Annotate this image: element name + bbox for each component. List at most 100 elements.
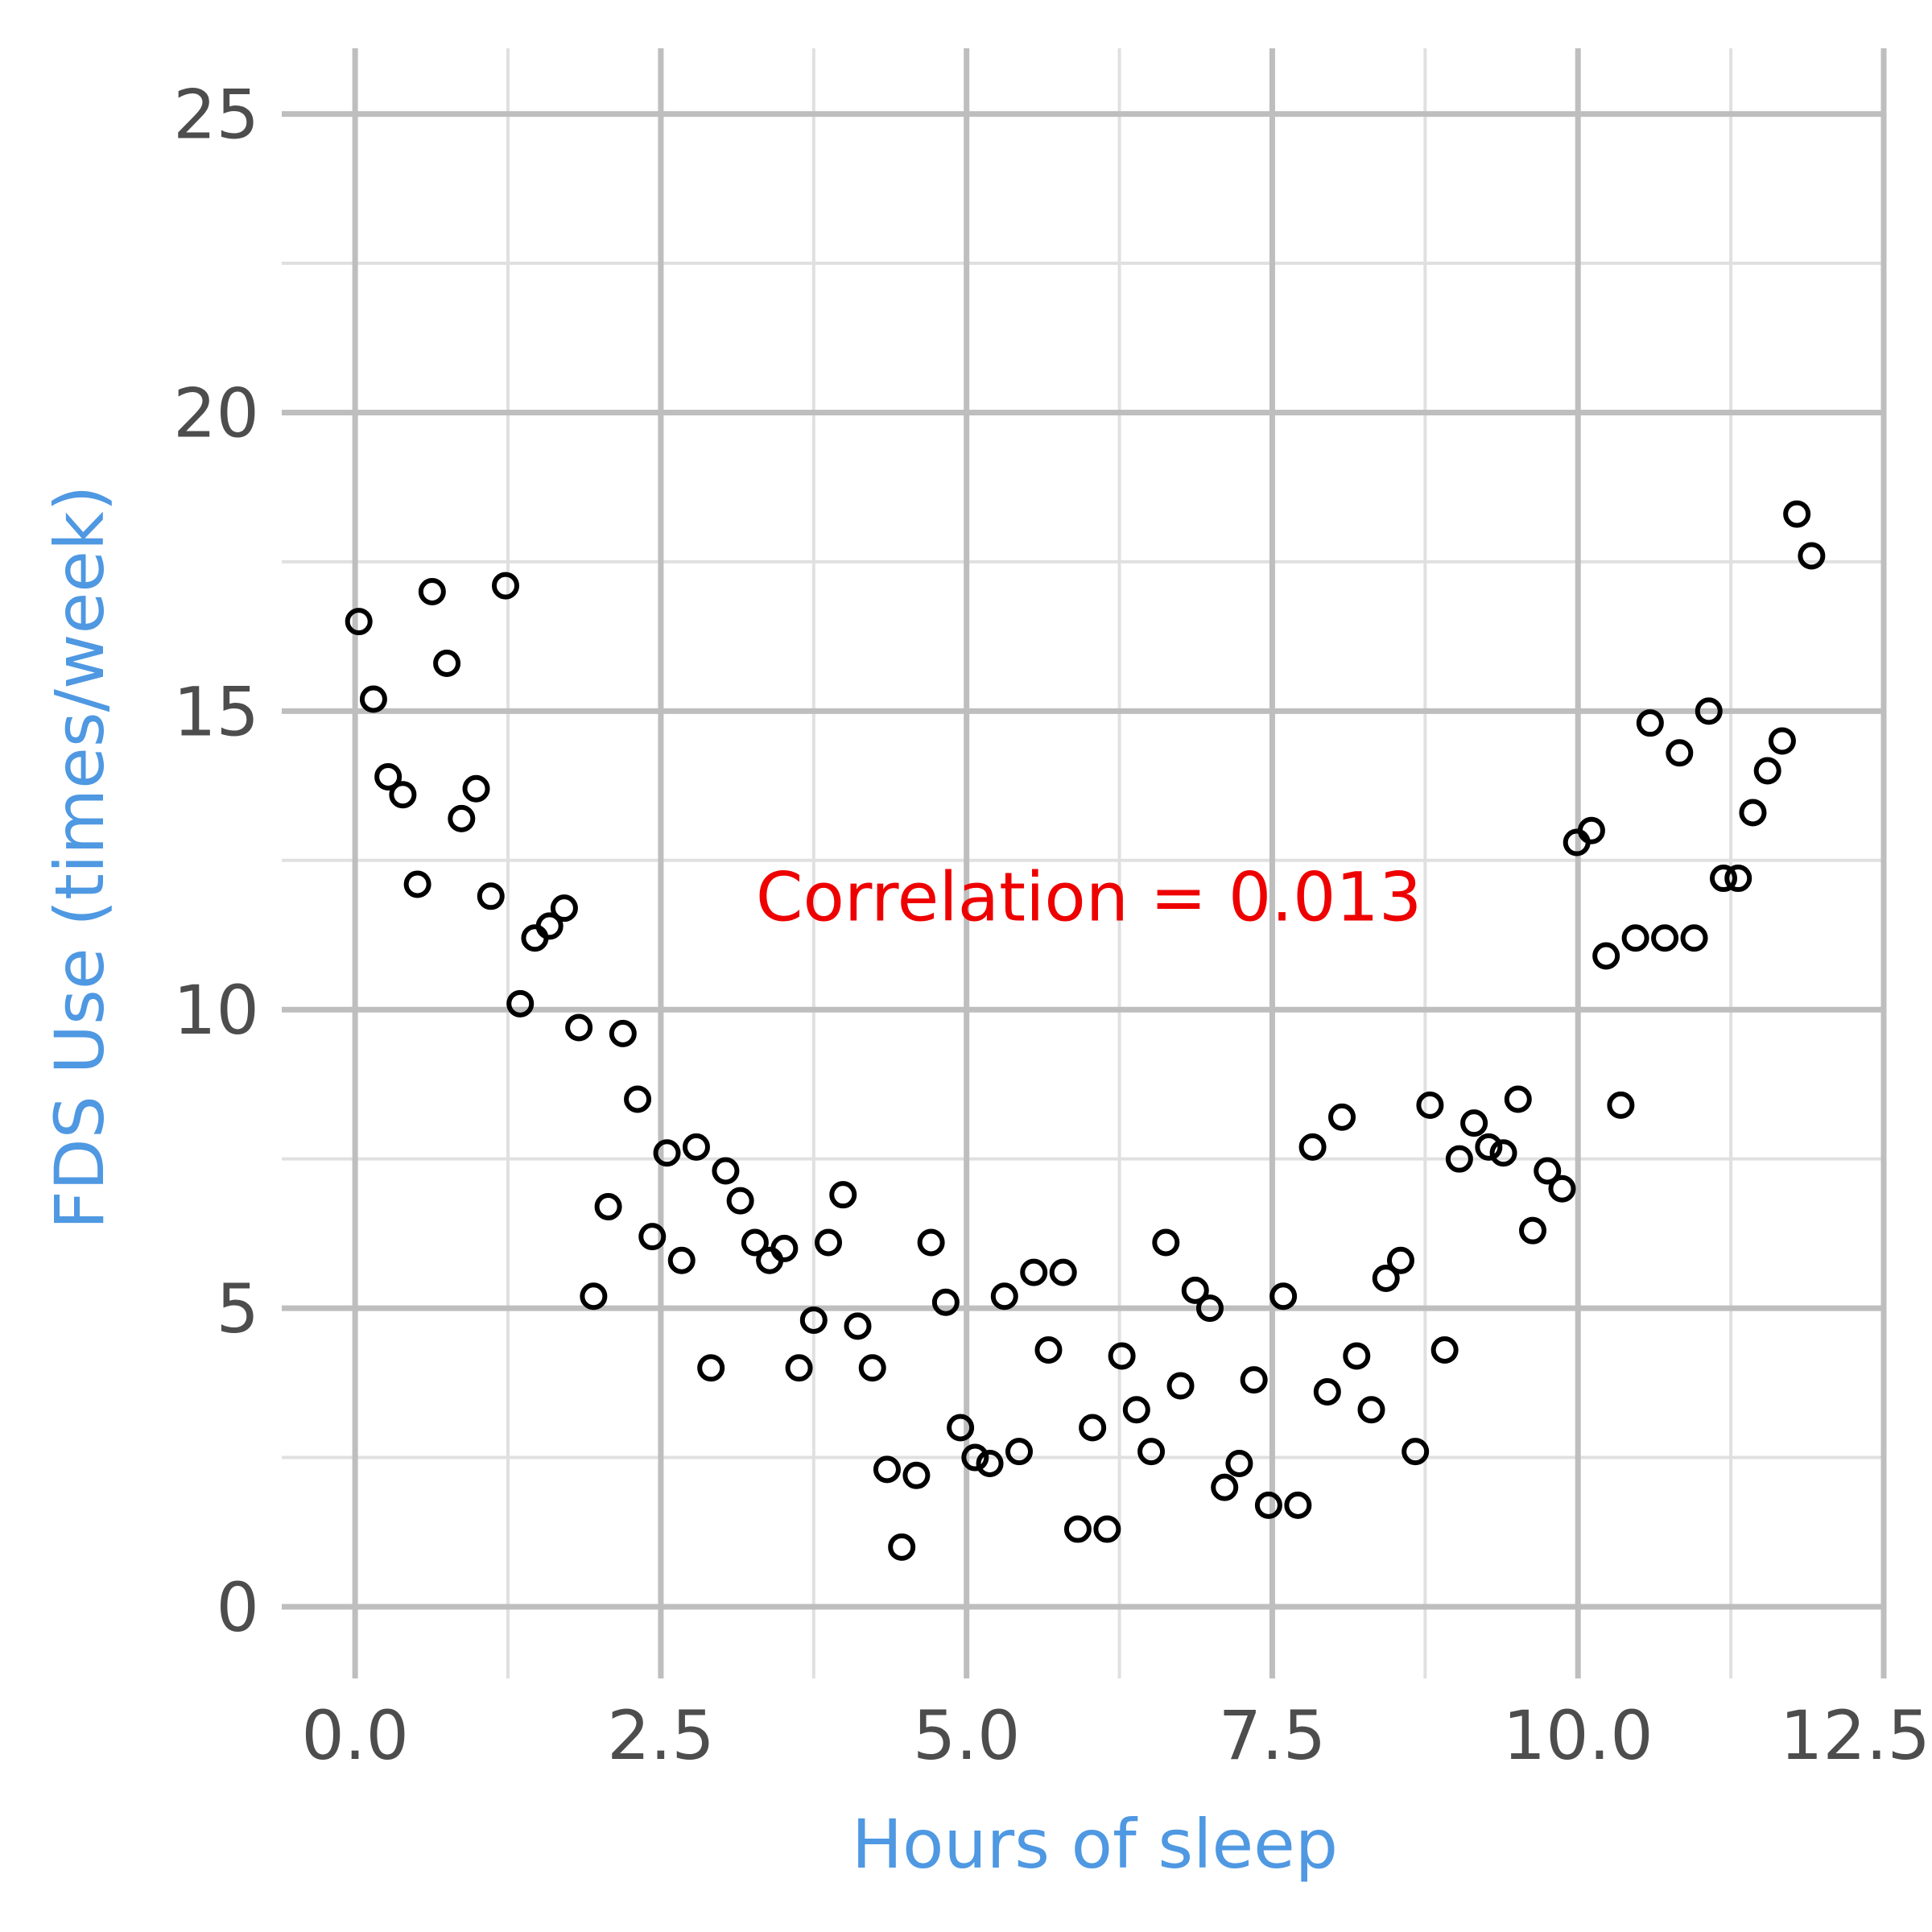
y-tick-label: 10 <box>173 971 259 1050</box>
data-point <box>1666 739 1694 767</box>
data-point <box>1519 1216 1547 1245</box>
data-point <box>389 781 417 809</box>
data-point <box>1020 1258 1048 1286</box>
data-point <box>359 685 387 713</box>
y-tick-label: 25 <box>173 76 259 155</box>
data-point <box>1211 1473 1239 1501</box>
data-point <box>1313 1377 1341 1406</box>
data-point <box>1768 727 1796 755</box>
data-point <box>594 1193 622 1221</box>
data-point <box>902 1461 931 1489</box>
data-point <box>1195 1294 1224 1323</box>
data-point <box>976 1449 1004 1477</box>
data-point <box>990 1282 1018 1311</box>
y-tick-label: 0 <box>217 1568 259 1647</box>
data-point <box>799 1306 828 1334</box>
data-point <box>961 1443 989 1472</box>
data-point <box>1402 1438 1430 1466</box>
x-axis-title: Hours of sleep <box>852 1805 1338 1884</box>
data-point <box>653 1139 681 1167</box>
data-point <box>1445 1145 1473 1173</box>
x-axis-tick-labels: 0.0 2.5 5.0 7.5 10.0 12.5 <box>301 1696 1930 1775</box>
data-point <box>1240 1366 1268 1394</box>
data-point <box>931 1288 960 1316</box>
data-point <box>815 1228 843 1257</box>
data-point <box>609 1019 637 1047</box>
data-point <box>1284 1491 1312 1519</box>
data-point <box>1108 1342 1136 1370</box>
data-point <box>448 804 476 832</box>
data-point <box>1357 1396 1385 1424</box>
data-point <box>1798 542 1826 570</box>
data-point <box>1753 757 1781 785</box>
data-point <box>888 1533 916 1561</box>
data-point <box>1225 1449 1253 1477</box>
data-point <box>1181 1276 1209 1304</box>
data-point <box>1739 799 1767 827</box>
x-tick-label: 10.0 <box>1503 1696 1653 1775</box>
x-tick-label: 12.5 <box>1780 1696 1930 1775</box>
data-point <box>550 894 578 923</box>
data-point <box>1386 1246 1414 1274</box>
data-point <box>638 1223 667 1251</box>
data-point <box>1504 1085 1532 1113</box>
data-point <box>477 882 505 910</box>
data-point <box>624 1085 652 1113</box>
data-point <box>403 870 431 898</box>
data-point <box>682 1133 710 1161</box>
data-point <box>1372 1265 1400 1293</box>
data-point <box>433 650 461 678</box>
data-point <box>1724 865 1752 893</box>
y-tick-label: 5 <box>217 1269 259 1348</box>
data-point <box>712 1157 740 1185</box>
data-point <box>1416 1091 1444 1119</box>
data-point <box>345 608 373 636</box>
data-point <box>1137 1438 1166 1466</box>
x-tick-label: 7.5 <box>1219 1696 1327 1775</box>
data-point <box>770 1234 799 1262</box>
data-point <box>1475 1133 1503 1161</box>
data-point <box>741 1228 769 1257</box>
data-point <box>785 1354 813 1382</box>
y-axis-tick-labels: 0 5 10 15 20 25 <box>173 76 259 1647</box>
data-point <box>1548 1174 1576 1203</box>
data-point <box>1093 1515 1121 1543</box>
data-point <box>697 1354 725 1382</box>
data-point <box>829 1181 857 1209</box>
data-point <box>1269 1282 1298 1311</box>
data-point <box>858 1354 886 1382</box>
data-points <box>345 500 1826 1561</box>
y-tick-label: 15 <box>173 672 259 751</box>
data-point <box>374 762 402 791</box>
data-point <box>1152 1228 1180 1257</box>
data-point <box>1651 924 1679 952</box>
minor-gridlines <box>282 48 1884 1678</box>
x-tick-label: 2.5 <box>607 1696 715 1775</box>
data-point <box>1430 1336 1459 1364</box>
data-point <box>1710 865 1737 893</box>
data-point <box>1079 1414 1107 1442</box>
data-point <box>1328 1103 1356 1131</box>
data-point <box>1680 924 1708 952</box>
data-point <box>535 912 564 940</box>
data-point <box>1298 1133 1327 1161</box>
data-point <box>491 572 519 600</box>
data-point <box>418 578 446 605</box>
data-point <box>1592 942 1620 970</box>
data-point <box>917 1228 945 1257</box>
data-point <box>1460 1109 1488 1137</box>
data-point <box>462 774 490 803</box>
data-point <box>1343 1342 1371 1370</box>
data-point <box>580 1282 608 1311</box>
data-point <box>873 1455 901 1484</box>
x-tick-label: 5.0 <box>913 1696 1021 1775</box>
data-point <box>1621 924 1649 952</box>
data-point <box>565 1013 593 1042</box>
data-point <box>1166 1372 1195 1400</box>
data-point <box>1122 1396 1150 1424</box>
data-point <box>1577 816 1605 844</box>
data-point <box>521 924 549 952</box>
data-point <box>1005 1438 1034 1466</box>
y-tick-label: 20 <box>173 374 259 452</box>
